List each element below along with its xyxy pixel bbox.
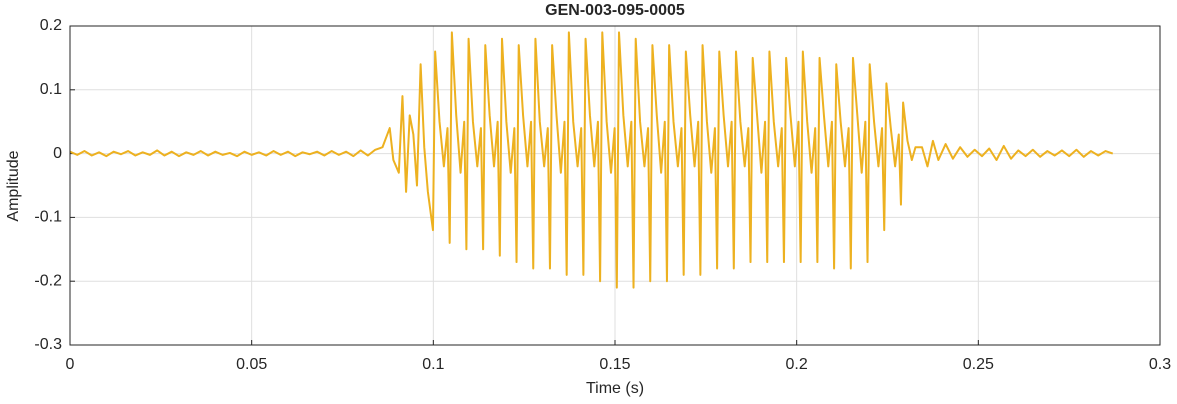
y-tick-label: 0.2: [40, 17, 62, 34]
x-tick-label: 0.25: [963, 356, 994, 373]
chart-title: GEN-003-095-0005: [545, 2, 685, 19]
y-tick-label: 0: [53, 145, 62, 162]
x-tick-label: 0.15: [599, 356, 630, 373]
x-axis-label: Time (s): [586, 380, 644, 397]
x-tick-label: 0.05: [236, 356, 267, 373]
x-tick-label: 0.2: [786, 356, 808, 373]
y-tick-label: -0.3: [34, 336, 62, 353]
plot-frame: [69, 25, 1161, 346]
y-tick-label: -0.2: [34, 272, 62, 289]
x-tick-label: 0.3: [1149, 356, 1171, 373]
y-tick-label: 0.1: [40, 81, 62, 98]
y-tick-label: -0.1: [34, 209, 62, 226]
waveform-line: [69, 31, 1114, 289]
x-tick-label: 0: [66, 356, 75, 373]
x-tick-label: 0.1: [422, 356, 444, 373]
y-axis-label: Amplitude: [5, 150, 22, 221]
